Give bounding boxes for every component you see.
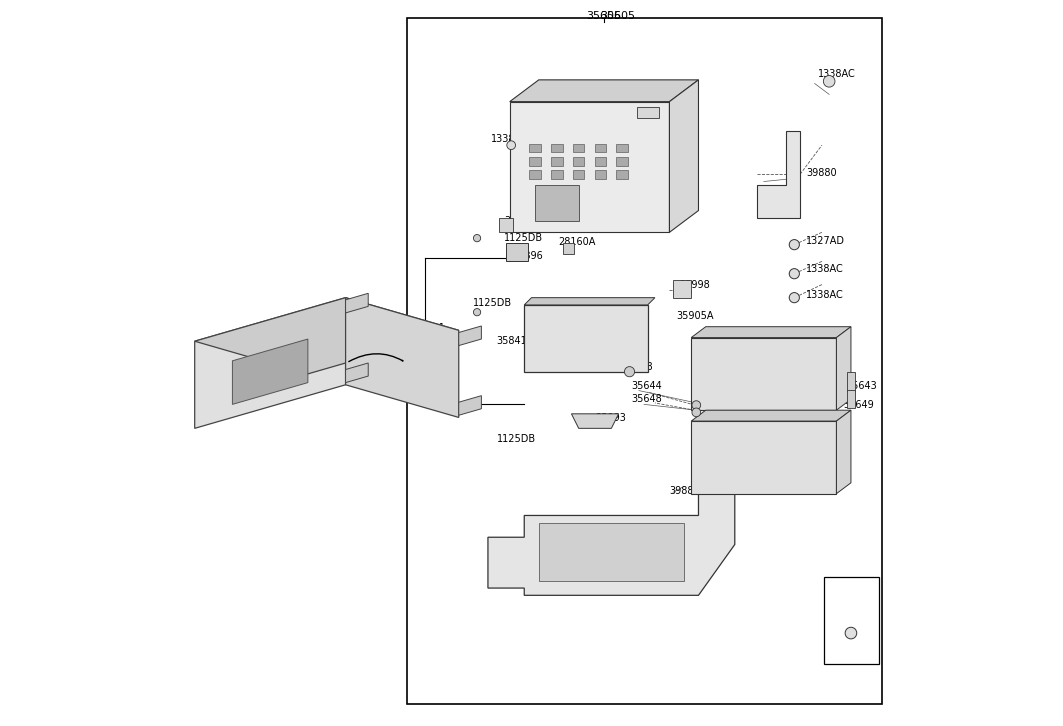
Polygon shape [535,185,578,221]
Bar [551,157,562,166]
Text: 1125DB: 1125DB [496,434,536,444]
Polygon shape [499,218,513,232]
Polygon shape [637,107,659,118]
Polygon shape [459,396,482,415]
Circle shape [473,309,480,316]
Text: 35660: 35660 [637,117,668,127]
Bar [594,144,606,152]
Text: 35605: 35605 [601,11,636,21]
Bar [551,144,562,152]
Circle shape [845,627,857,639]
Polygon shape [510,102,670,232]
Text: 39880: 39880 [806,168,837,178]
Polygon shape [524,298,655,305]
Bar [673,280,691,298]
Polygon shape [837,327,851,410]
Text: 35621: 35621 [414,323,444,333]
Text: 1338AC: 1338AC [819,69,856,79]
Polygon shape [345,298,459,417]
Polygon shape [488,465,735,595]
Polygon shape [691,421,837,494]
FancyArrowPatch shape [349,354,403,362]
Polygon shape [195,298,345,428]
Bar [594,170,606,179]
Bar [573,170,585,179]
Bar [847,372,855,391]
Polygon shape [837,410,851,494]
Polygon shape [233,339,308,404]
FancyBboxPatch shape [824,577,878,664]
Text: 28160A: 28160A [558,237,595,247]
Text: 35905A: 35905A [677,311,714,321]
Circle shape [507,141,516,150]
Text: 1129CE: 1129CE [832,590,870,600]
Bar [847,390,855,408]
Circle shape [473,234,480,242]
Polygon shape [572,414,619,428]
Circle shape [789,240,799,250]
Polygon shape [510,80,698,102]
Text: 35896: 35896 [512,250,542,261]
Text: 35648: 35648 [631,394,662,404]
Polygon shape [691,338,837,410]
Text: 35841: 35841 [496,336,527,346]
Bar [594,157,606,166]
Circle shape [692,408,701,417]
Polygon shape [524,305,647,372]
Text: 35605: 35605 [587,11,622,21]
Text: 35890: 35890 [504,216,535,227]
Circle shape [824,76,834,87]
Text: 39888: 39888 [622,362,653,372]
Bar [529,157,541,166]
Bar [562,243,574,254]
Bar [617,144,628,152]
Text: 1125DB: 1125DB [473,298,512,308]
Polygon shape [195,298,459,374]
Bar [529,170,541,179]
Bar [573,144,585,152]
Text: 35644: 35644 [631,381,662,391]
Bar [551,170,562,179]
FancyBboxPatch shape [407,18,882,704]
Text: 35649: 35649 [844,400,875,410]
Circle shape [692,401,701,409]
Text: 1327AD: 1327AD [806,236,845,246]
Bar [573,157,585,166]
Circle shape [789,293,799,303]
Text: 25993: 25993 [595,413,626,423]
Bar [529,144,541,152]
Polygon shape [691,410,851,421]
Polygon shape [506,243,528,261]
Polygon shape [459,326,482,346]
Polygon shape [345,363,368,383]
Text: 1125DB: 1125DB [504,233,543,243]
Text: 35998: 35998 [679,280,710,290]
Text: 1338AC: 1338AC [806,264,844,274]
Text: 1338AC: 1338AC [491,134,528,144]
Text: 1338AC: 1338AC [806,290,844,300]
Text: 35643: 35643 [846,381,877,391]
Polygon shape [670,80,698,232]
Polygon shape [691,327,851,338]
Bar [617,170,628,179]
Circle shape [789,269,799,279]
Polygon shape [345,293,368,313]
Circle shape [624,367,635,377]
Text: 39885: 39885 [670,486,701,496]
Polygon shape [757,131,800,218]
Polygon shape [539,523,684,581]
Bar [617,157,628,166]
